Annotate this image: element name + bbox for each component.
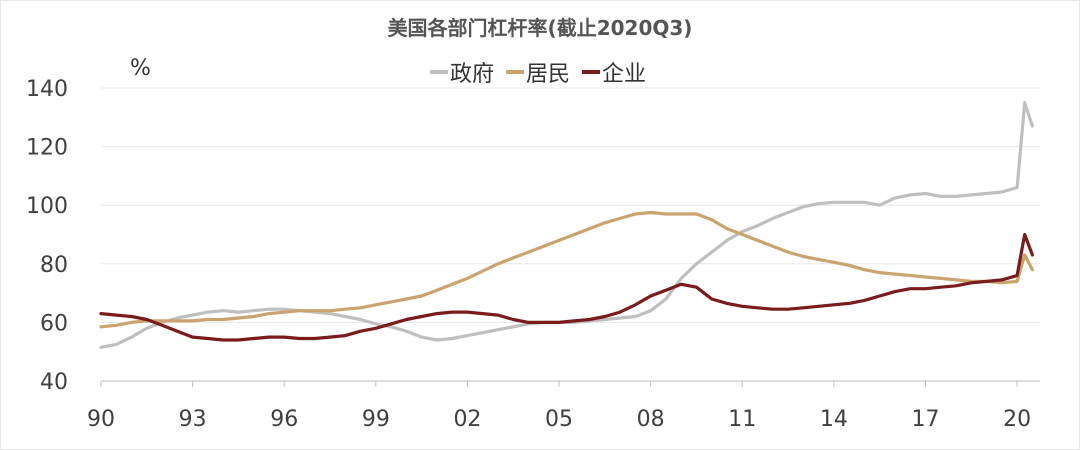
x-tick-label-20: 20 <box>1003 407 1031 432</box>
x-tick-label-90: 90 <box>87 407 115 432</box>
x-tick-label-11: 11 <box>728 407 756 432</box>
x-tick-label-93: 93 <box>179 407 207 432</box>
x-tick-label-96: 96 <box>270 407 298 432</box>
x-tick-label-08: 08 <box>637 407 665 432</box>
legend-swatch-household <box>506 70 525 74</box>
y-tick-label-140: 140 <box>26 77 68 102</box>
legend-item-household: 居民 <box>506 56 570 88</box>
x-tick-label-05: 05 <box>545 407 573 432</box>
y-tick-label-120: 120 <box>26 136 68 161</box>
y-tick-label-100: 100 <box>26 194 68 219</box>
chart-legend: 政府 居民 企业 <box>430 56 658 88</box>
legend-label-government: 政府 <box>450 62 495 87</box>
legend-swatch-corporate <box>582 70 601 74</box>
government-series-line <box>99 101 1034 349</box>
y-tick-label-40: 40 <box>40 370 68 395</box>
legend-label-corporate: 企业 <box>602 62 647 87</box>
legend-label-household: 居民 <box>526 62 571 87</box>
chart-title: 美国各部门杠杆率(截止2020Q3) <box>387 16 693 40</box>
x-tick-label-99: 99 <box>362 407 390 432</box>
household-series-line <box>99 210 1034 329</box>
y-axis-unit-label: % <box>130 56 151 81</box>
legend-item-government: 政府 <box>430 56 494 88</box>
corporate-series-line <box>99 232 1034 342</box>
x-tick-label-17: 17 <box>911 407 939 432</box>
x-tick-label-14: 14 <box>820 407 848 432</box>
y-tick-label-80: 80 <box>40 253 68 278</box>
legend-item-corporate: 企业 <box>582 56 646 88</box>
legend-swatch-government <box>430 70 448 74</box>
y-tick-label-60: 60 <box>40 311 68 336</box>
x-tick-label-02: 02 <box>453 407 481 432</box>
